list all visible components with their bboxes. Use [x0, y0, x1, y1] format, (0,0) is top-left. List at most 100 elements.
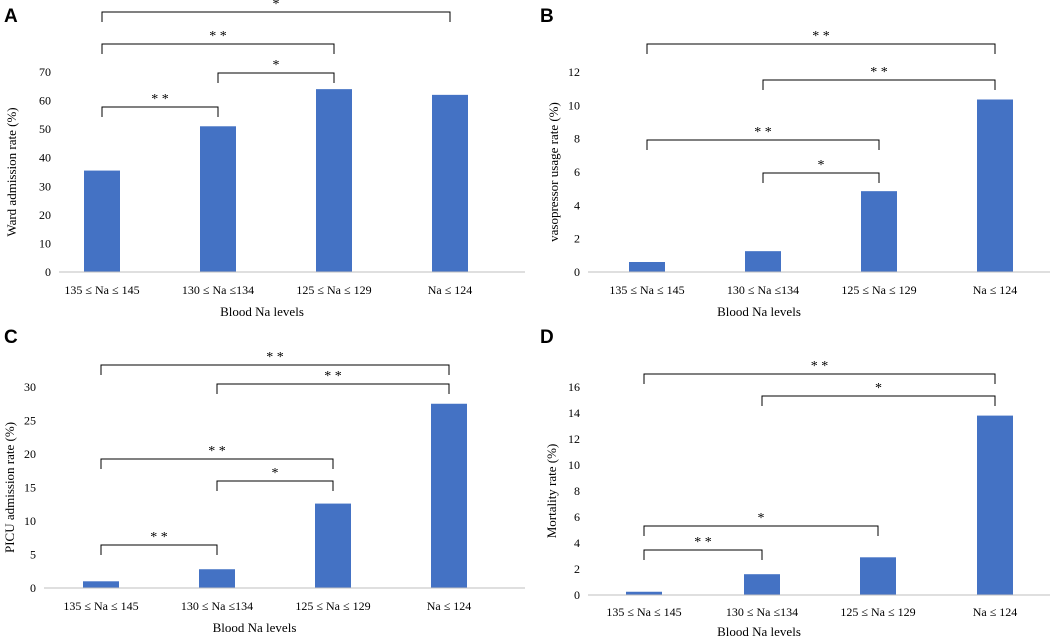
- bar: [83, 581, 119, 588]
- x-tick-label: Na ≤ 124: [973, 605, 1018, 619]
- y-tick-label: 10: [24, 514, 36, 528]
- significance-bracket: * *: [643, 359, 996, 384]
- x-tick-label: 125 ≤ Na ≤ 129: [841, 283, 916, 297]
- bar: [860, 557, 896, 595]
- significance-bracket: * *: [646, 29, 996, 54]
- x-tick-label: 125 ≤ Na ≤ 129: [295, 599, 370, 613]
- x-tick-label: 135 ≤ Na ≤ 145: [609, 283, 684, 297]
- bracket-line: [101, 106, 219, 117]
- significance-label: * *: [811, 359, 829, 374]
- significance-label: * *: [870, 65, 888, 80]
- panel-letter: B: [540, 6, 554, 27]
- bracket-line: [101, 11, 451, 22]
- y-tick-label: 0: [45, 265, 51, 279]
- x-tick-label: 130 ≤ Na ≤134: [182, 283, 254, 297]
- x-tick-label: 135 ≤ Na ≤ 145: [64, 283, 139, 297]
- y-tick-label: 50: [39, 122, 51, 136]
- bracket-line: [100, 544, 218, 555]
- y-tick-label: 25: [24, 414, 36, 428]
- y-axis-label: Mortality rate (%): [544, 444, 559, 539]
- significance-label: * *: [151, 92, 169, 107]
- bar: [199, 569, 235, 588]
- y-tick-label: 6: [574, 165, 580, 179]
- y-tick-label: 0: [30, 581, 36, 595]
- significance-label: * *: [754, 125, 772, 140]
- x-tick-label: 135 ≤ Na ≤ 145: [63, 599, 138, 613]
- bar: [432, 94, 468, 272]
- y-tick-label: 8: [574, 484, 580, 498]
- x-tick-label: 130 ≤ Na ≤134: [727, 283, 799, 297]
- bracket-line: [646, 43, 996, 54]
- bracket-line: [217, 72, 335, 83]
- bar: [629, 262, 665, 272]
- significance-label: * *: [208, 444, 226, 459]
- significance-label: * *: [812, 29, 830, 44]
- significance-bracket: * *: [100, 530, 218, 555]
- panel-a: A 0 10 20 30 40 50 60 70 Ward admission rate (%) 1…: [4, 0, 525, 319]
- bar: [84, 170, 120, 272]
- bracket-line: [643, 549, 763, 560]
- bracket-line: [762, 172, 880, 183]
- significance-label: *: [272, 466, 279, 481]
- significance-bracket: *: [761, 381, 996, 406]
- panel-letter: A: [4, 6, 18, 27]
- y-tick-label: 30: [24, 380, 36, 394]
- significance-bracket: * *: [762, 65, 996, 90]
- significance-label: * *: [324, 369, 342, 384]
- x-tick-label: 125 ≤ Na ≤ 129: [296, 283, 371, 297]
- y-tick-label: 5: [30, 548, 36, 562]
- significance-label: * *: [694, 535, 712, 550]
- x-tick-label: Na ≤ 124: [973, 283, 1018, 297]
- significance-label: * *: [209, 29, 227, 44]
- significance-bracket: *: [101, 0, 451, 22]
- significance-label: * *: [150, 530, 168, 545]
- bracket-line: [216, 480, 334, 491]
- panel-b: B 0 2 4 6 8 10 12 vasopressor usage rate (%) 135 …: [540, 6, 1050, 319]
- y-axis-label: Ward admission rate (%): [4, 107, 19, 236]
- bar: [861, 191, 897, 272]
- significance-bracket: * *: [643, 535, 763, 560]
- significance-bracket: * *: [646, 125, 880, 150]
- significance-bracket: * *: [100, 350, 450, 375]
- y-tick-label: 12: [568, 432, 580, 446]
- bracket-line: [216, 383, 450, 394]
- significance-label: *: [875, 381, 882, 396]
- significance-bracket: * *: [101, 92, 219, 117]
- bracket-line: [646, 139, 880, 150]
- significance-label: *: [818, 158, 825, 173]
- significance-bracket: *: [217, 58, 335, 83]
- x-tick-label: 125 ≤ Na ≤ 129: [840, 605, 915, 619]
- y-tick-label: 60: [39, 94, 51, 108]
- panel-letter: C: [4, 327, 18, 348]
- x-tick-label: 135 ≤ Na ≤ 145: [606, 605, 681, 619]
- y-tick-label: 4: [574, 536, 580, 550]
- y-tick-label: 10: [39, 236, 51, 250]
- x-tick-label: Na ≤ 124: [427, 599, 472, 613]
- bar: [315, 503, 351, 588]
- y-tick-label: 2: [574, 562, 580, 576]
- bar: [626, 591, 662, 595]
- panel-letter: D: [540, 327, 554, 348]
- significance-bracket: * *: [101, 29, 335, 54]
- bar: [744, 574, 780, 595]
- bar: [316, 89, 352, 273]
- bracket-line: [762, 79, 996, 90]
- y-tick-label: 6: [574, 510, 580, 524]
- y-tick-label: 70: [39, 65, 51, 79]
- significance-label: * *: [266, 350, 284, 365]
- bracket-line: [100, 458, 334, 469]
- y-tick-label: 14: [568, 406, 580, 420]
- y-tick-label: 12: [568, 65, 580, 79]
- bar: [431, 403, 467, 588]
- y-tick-label: 20: [24, 447, 36, 461]
- x-axis-label: Blood Na levels: [220, 304, 304, 319]
- x-tick-label: 130 ≤ Na ≤134: [181, 599, 253, 613]
- panel-c: C 0 5 10 15 20 25 30 PICU admission rate (%) 135 …: [2, 327, 525, 635]
- x-axis-label: Blood Na levels: [717, 304, 801, 319]
- y-tick-label: 16: [568, 380, 580, 394]
- y-tick-label: 10: [568, 98, 580, 112]
- significance-bracket: *: [216, 466, 334, 491]
- y-tick-label: 8: [574, 132, 580, 146]
- bracket-line: [643, 525, 879, 536]
